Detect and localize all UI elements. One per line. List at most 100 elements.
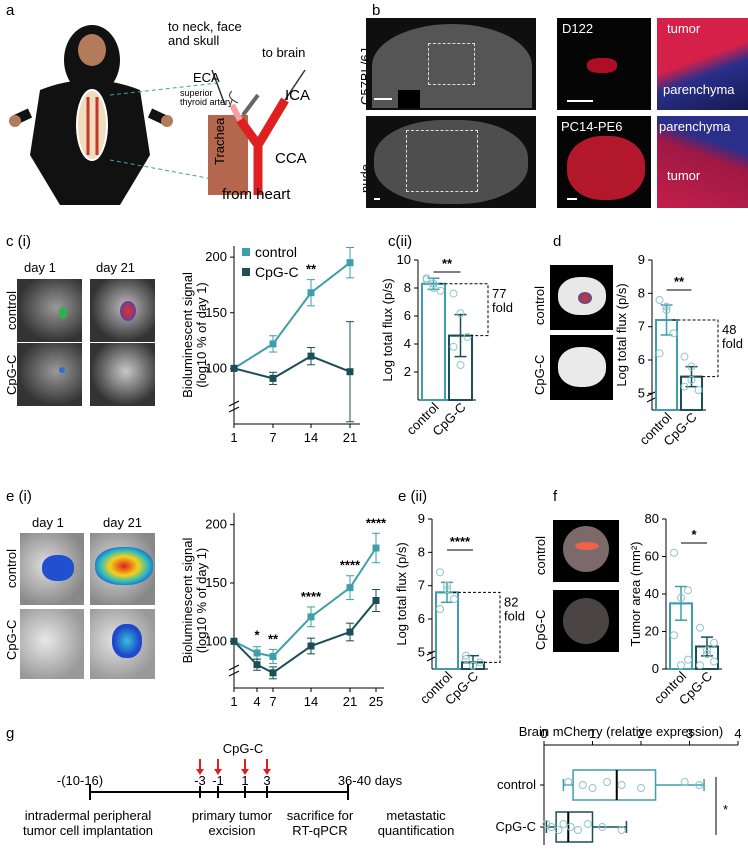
d122-image: D122 [557, 18, 651, 110]
data-dot [677, 661, 685, 670]
data-dot [662, 302, 671, 311]
x-tick-label: 1 [230, 694, 237, 709]
y-tick-label: 4 [404, 336, 411, 351]
y-tick-label: 7 [418, 578, 425, 593]
data-dot [450, 595, 458, 603]
panel-label-a: a [6, 2, 15, 19]
data-dot [436, 568, 444, 577]
data-dot [462, 651, 470, 660]
brain-section-c57 [366, 18, 536, 110]
label-brain: to brain [262, 45, 306, 60]
f-control: control [533, 535, 548, 575]
data-point [307, 642, 315, 650]
label-eca: ECA [193, 70, 220, 85]
panel-label-g: g [6, 725, 15, 742]
x-tick-label: 7 [269, 694, 276, 709]
x-tick-label: 1 [230, 430, 237, 445]
fold-label: 77 fold [492, 286, 513, 315]
panel-label-cii: c(ii) [388, 233, 413, 250]
y-tick-label: 60 [645, 549, 659, 564]
c-day1: day 1 [24, 260, 56, 275]
data-point [346, 584, 354, 592]
data-dot [429, 279, 438, 288]
series-line-control [233, 547, 377, 658]
red-arrowhead [214, 769, 222, 775]
data-dot [687, 362, 696, 371]
data-dot [677, 593, 685, 602]
fold-label: 48 fold [722, 322, 743, 351]
y-tick-label: 5 [638, 385, 645, 400]
data-dot [703, 650, 711, 658]
e-control: control [4, 548, 19, 588]
data-dot [456, 361, 465, 369]
e-day21: day 21 [103, 515, 143, 530]
x-tick-label: 4 [734, 726, 741, 741]
significance-stars: * [691, 527, 697, 542]
chart-c-i: 100 150 200 1 7 14 21 Bioluminescent signal(log… [180, 238, 361, 445]
label-sta: superior thyroid artery [180, 88, 233, 107]
label-cca: CCA [275, 150, 307, 167]
data-dot [598, 823, 607, 831]
data-point [346, 259, 354, 267]
significance-stars: **** [340, 238, 361, 245]
significance-stars: **** [450, 534, 471, 549]
e-cpgc: CpG-C [4, 619, 19, 660]
data-dot [422, 274, 431, 283]
data-dot [710, 638, 718, 647]
data-dot [655, 296, 664, 304]
x-tick-label: 3 [686, 726, 693, 741]
data-point [269, 340, 277, 348]
significance-stars: **** [301, 589, 322, 604]
x-tick-label: 4 [253, 694, 260, 709]
data-point [307, 352, 315, 360]
data-dot [680, 778, 689, 786]
y-tick-label: 8 [404, 280, 411, 295]
data-dot [637, 784, 645, 792]
x-tick-label: 0 [540, 726, 547, 741]
x-tick-label: 2 [637, 726, 644, 741]
data-dot [554, 826, 563, 834]
y-tick-label: 150 [205, 305, 227, 320]
series-line-CpG-C [233, 355, 351, 380]
data-dot [680, 352, 689, 361]
y-tick-label: 40 [645, 586, 659, 601]
data-dot [669, 329, 678, 338]
event-quantification: metastatic quantification [378, 808, 455, 838]
data-dot [694, 386, 703, 394]
f-brain-cpgc [553, 590, 619, 652]
x-tick-label: 21 [343, 430, 357, 445]
series-line-control [233, 261, 351, 370]
axis-break [228, 664, 240, 677]
data-dot [449, 289, 458, 298]
y-tick-label: 9 [638, 252, 645, 267]
panel-label-c: c (i) [6, 233, 31, 250]
axis-break [228, 400, 240, 413]
data-dot [429, 284, 438, 292]
label-trachea: Trachea [212, 117, 227, 165]
x-tick-label: 14 [304, 430, 318, 445]
y-tick-label: CpG-C [496, 819, 536, 834]
y-tick-label: 8 [418, 544, 425, 559]
y-tick-label: 9 [418, 511, 425, 526]
f-brain-control [553, 520, 619, 582]
data-dot [603, 778, 612, 786]
data-dot [456, 309, 465, 318]
y-axis-label: Log total flux (p/s) [380, 278, 395, 381]
data-dot [617, 826, 626, 834]
d-brain-cpgc [550, 335, 613, 400]
data-dot [687, 376, 696, 384]
data-point [253, 661, 261, 669]
event-implantation: intradermal peripheral tumor cell implant… [23, 808, 153, 838]
label-neck: to neck, face and skull [168, 19, 242, 48]
zoom-top: tumor parenchyma [657, 18, 748, 110]
event-sacrifice: sacrifice for RT-qPCR [287, 808, 354, 838]
x-tick-label: 14 [304, 694, 318, 709]
chart-title: Brain mCherry (relative expression) [519, 724, 723, 739]
y-tick-label: 200 [205, 517, 227, 532]
event-excision: primary tumor excision [192, 808, 273, 838]
data-dot [547, 823, 556, 831]
c-mouse-control-day1 [17, 279, 82, 342]
y-tick-label: 2 [404, 364, 411, 379]
